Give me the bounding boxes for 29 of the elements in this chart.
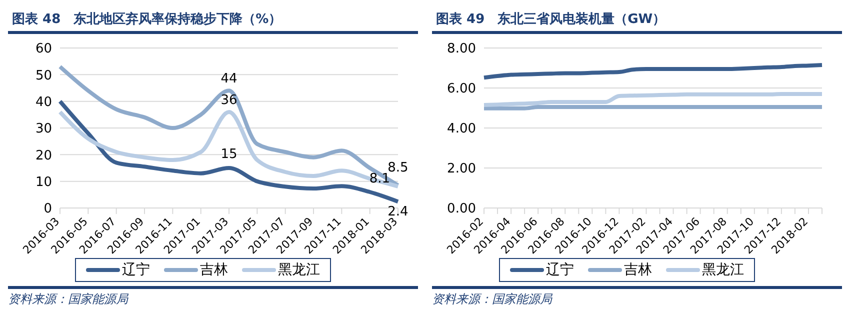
y-tick-label: 30: [35, 122, 52, 137]
y-tick-label: 20: [35, 148, 52, 164]
y-tick-label: 0: [44, 202, 52, 217]
y-tick-label: 2.00: [447, 162, 476, 177]
data-label: 8.5: [388, 160, 408, 176]
y-tick-label: 4.00: [447, 122, 476, 137]
legend-label: 吉林: [623, 261, 652, 279]
y-tick-label: 40: [35, 94, 52, 110]
data-label: 8.1: [369, 171, 390, 186]
line-series: [482, 63, 824, 80]
legend-label: 辽宁: [121, 261, 150, 279]
y-tick-label: 8.00: [447, 42, 476, 57]
text: 资料来源：国家能源局: [432, 291, 554, 308]
chart-title: 图表 49 东北三省风电装机量（GW）: [432, 8, 842, 34]
chart-title: 图表 48 东北地区弃风率保持稳步下降（%）: [8, 8, 418, 34]
legend-label: 辽宁: [545, 261, 574, 279]
text: 资料来源：国家能源局: [8, 291, 130, 308]
line-series: [482, 92, 824, 107]
y-tick-label: 6.00: [447, 82, 476, 97]
data-label: 15: [220, 147, 238, 162]
y-tick-label: 0.00: [447, 202, 476, 217]
data-label: 36: [220, 93, 238, 108]
y-tick-label: 50: [35, 68, 52, 84]
legend-label: 黑龙江: [277, 261, 320, 279]
y-tick-label: 10: [35, 174, 52, 190]
legend-label: 吉林: [199, 261, 228, 279]
legend-label: 黑龙江: [701, 261, 744, 279]
data-label: 44: [220, 72, 238, 87]
y-tick-label: 60: [35, 42, 52, 57]
